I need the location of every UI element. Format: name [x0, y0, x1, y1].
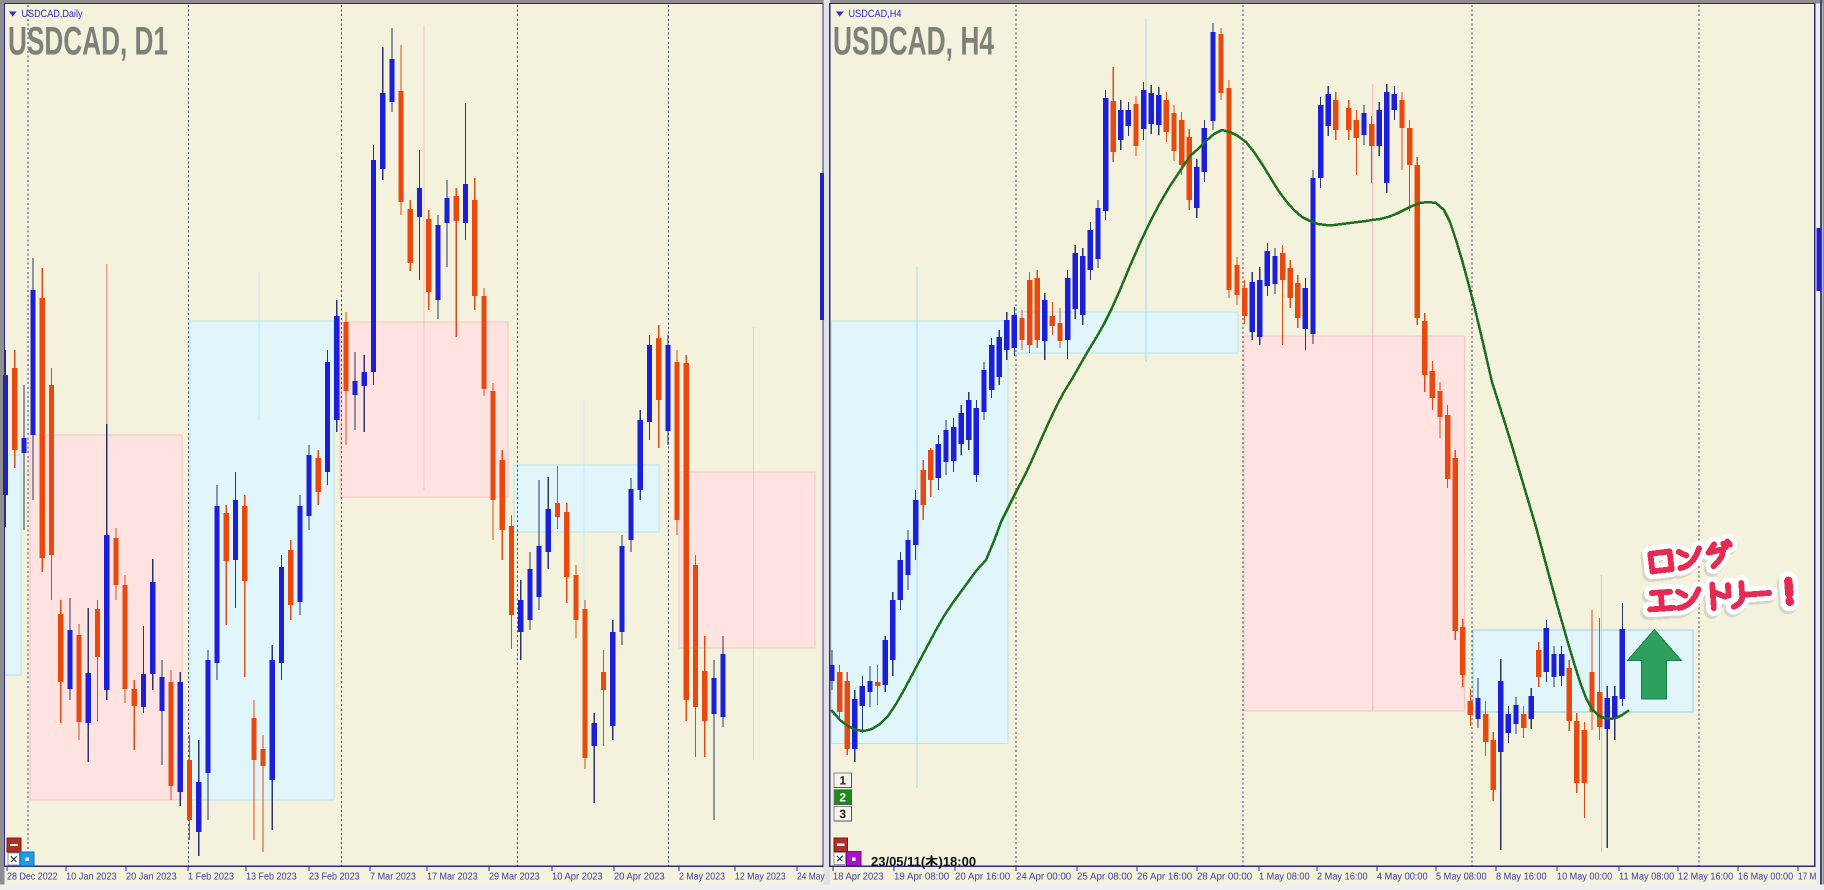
svg-text:2: 2 — [839, 790, 846, 804]
svg-text:USDCAD,H4: USDCAD,H4 — [849, 8, 902, 20]
svg-text:12 May 2023: 12 May 2023 — [735, 872, 786, 883]
svg-text:18 Apr 2023: 18 Apr 2023 — [833, 872, 884, 883]
svg-text:17 M: 17 M — [1798, 872, 1816, 883]
svg-text:19 Apr 08:00: 19 Apr 08:00 — [894, 872, 950, 883]
svg-text:23/05/11(: 23/05/11( — [871, 854, 926, 869]
svg-text:)18:00: )18:00 — [939, 854, 977, 869]
svg-text:2 May 2023: 2 May 2023 — [679, 872, 725, 883]
svg-text:20 Apr 16:00: 20 Apr 16:00 — [955, 872, 1011, 883]
svg-text:28 Apr 00:00: 28 Apr 00:00 — [1197, 872, 1253, 883]
svg-text:11 May 08:00: 11 May 08:00 — [1619, 872, 1675, 883]
svg-text:USDCAD, H4: USDCAD, H4 — [833, 20, 994, 64]
svg-text:1: 1 — [839, 773, 846, 787]
svg-text:17 Mar 2023: 17 Mar 2023 — [427, 872, 478, 883]
svg-text:3: 3 — [839, 807, 846, 821]
svg-text:USDCAD,Daily: USDCAD,Daily — [22, 8, 84, 20]
svg-text:10 May 00:00: 10 May 00:00 — [1557, 872, 1613, 883]
svg-text:20 Jan 2023: 20 Jan 2023 — [126, 872, 177, 883]
svg-text:26 Apr 16:00: 26 Apr 16:00 — [1137, 872, 1193, 883]
svg-text:13 Feb 2023: 13 Feb 2023 — [246, 872, 297, 883]
svg-text:28 Dec 2022: 28 Dec 2022 — [7, 872, 58, 883]
svg-text:8 May 16:00: 8 May 16:00 — [1496, 872, 1547, 883]
svg-text:1 May 08:00: 1 May 08:00 — [1259, 872, 1310, 883]
svg-text:23 Feb 2023: 23 Feb 2023 — [309, 872, 360, 883]
svg-text:10 Apr 2023: 10 Apr 2023 — [552, 872, 603, 883]
svg-text:4 May 00:00: 4 May 00:00 — [1377, 872, 1428, 883]
svg-text:25 Apr 08:00: 25 Apr 08:00 — [1077, 872, 1133, 883]
svg-text:24 Apr 00:00: 24 Apr 00:00 — [1016, 872, 1072, 883]
svg-text:16 May 00:00: 16 May 00:00 — [1738, 872, 1794, 883]
svg-text:29 Mar 2023: 29 Mar 2023 — [489, 872, 540, 883]
svg-text:2 May 16:00: 2 May 16:00 — [1317, 872, 1368, 883]
svg-text:12 May 16:00: 12 May 16:00 — [1678, 872, 1734, 883]
svg-text:5 May 08:00: 5 May 08:00 — [1436, 872, 1487, 883]
svg-text:7 Mar 2023: 7 Mar 2023 — [370, 872, 416, 883]
svg-text:USDCAD, D1: USDCAD, D1 — [8, 20, 168, 64]
svg-text:1 Feb 2023: 1 Feb 2023 — [188, 872, 234, 883]
svg-text:10 Jan 2023: 10 Jan 2023 — [66, 872, 117, 883]
svg-text:24 May: 24 May — [797, 872, 825, 883]
svg-text:20 Apr 2023: 20 Apr 2023 — [614, 872, 665, 883]
